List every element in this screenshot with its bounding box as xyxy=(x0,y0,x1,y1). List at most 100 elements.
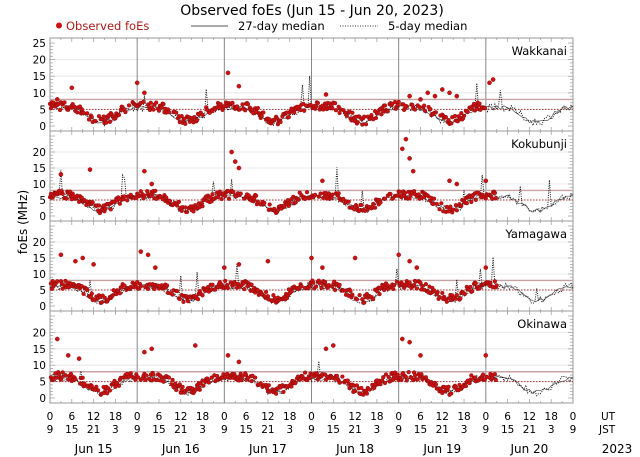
observed-point xyxy=(219,196,224,202)
y-tick-label: 15 xyxy=(33,163,46,175)
observed-point-peak xyxy=(432,93,438,99)
observed-point xyxy=(348,288,353,294)
observed-point xyxy=(302,108,307,113)
panel-wakkanai: 0 5 10 15 20 25 Wakkanai xyxy=(33,37,574,133)
observed-point xyxy=(60,286,65,291)
observed-point xyxy=(493,196,498,201)
observed-point xyxy=(75,110,80,115)
observed-point xyxy=(307,376,312,381)
x-tick-label-jst: 15 xyxy=(239,424,252,436)
observed-point xyxy=(404,378,409,383)
observed-point xyxy=(123,109,128,115)
observed-point xyxy=(422,103,427,108)
observed-point-peak xyxy=(399,336,405,342)
observed-point xyxy=(156,108,162,113)
y-tick-label: 5 xyxy=(39,195,46,207)
observed-point xyxy=(415,377,420,382)
observed-point-peak xyxy=(396,252,402,258)
observed-point-peak xyxy=(320,178,325,184)
observed-point xyxy=(383,372,389,377)
observed-point-peak xyxy=(192,343,198,348)
observed-point xyxy=(373,205,378,210)
x-tick-label-ut: 18 xyxy=(196,411,209,423)
observed-point-peak xyxy=(399,146,405,152)
observed-point xyxy=(372,385,377,390)
station-name: Yamagawa xyxy=(504,227,567,241)
observed-point xyxy=(458,296,463,301)
station-name: Wakkanai xyxy=(512,44,567,58)
observed-point xyxy=(201,383,206,388)
observed-point xyxy=(90,200,95,205)
observed-point xyxy=(314,371,319,376)
observed-point xyxy=(403,374,408,379)
observed-point xyxy=(125,198,130,203)
observed-point xyxy=(382,103,388,108)
observed-point xyxy=(377,292,382,297)
observed-point xyxy=(165,283,170,288)
observed-point-peak xyxy=(55,97,60,102)
observed-point-peak xyxy=(265,258,271,264)
observed-point xyxy=(166,110,171,115)
observed-point xyxy=(454,208,459,213)
observed-point xyxy=(379,112,384,117)
y-tick-label: 10 xyxy=(33,360,46,372)
observed-point xyxy=(154,100,159,105)
observed-point xyxy=(330,106,335,111)
observed-point xyxy=(81,291,86,296)
observed-point xyxy=(183,121,188,126)
observed-point xyxy=(371,297,376,302)
observed-point xyxy=(182,116,187,121)
x-tick-label-ut: 12 xyxy=(87,411,100,423)
observed-point xyxy=(170,292,175,297)
observed-point xyxy=(318,191,323,196)
observed-point xyxy=(104,120,109,125)
x-tick-label-jst: 15 xyxy=(501,424,514,436)
x-tick-label-ut: 0 xyxy=(482,411,489,423)
observed-point xyxy=(414,286,419,291)
observed-point xyxy=(234,104,240,109)
observed-point xyxy=(181,299,186,304)
observed-point xyxy=(289,289,294,294)
day-label: Jun 19 xyxy=(422,442,461,456)
observed-point-peak xyxy=(323,92,329,97)
observed-point xyxy=(350,110,355,115)
y-tick-label: 5 xyxy=(39,377,46,389)
observed-point xyxy=(357,293,362,298)
x-tick-label-jst: 21 xyxy=(174,424,187,436)
observed-point-peak xyxy=(58,172,64,177)
x-tick-label-jst: 3 xyxy=(112,424,119,436)
observed-point xyxy=(477,101,482,106)
observed-point xyxy=(281,389,286,395)
observed-point xyxy=(385,109,390,114)
x-tick-label-ut: 0 xyxy=(395,411,402,423)
x-tick-label-jst: 9 xyxy=(482,424,489,436)
observed-point xyxy=(437,207,442,212)
station-name: Okinawa xyxy=(517,317,567,331)
observed-point xyxy=(298,107,303,113)
observed-point xyxy=(336,191,341,196)
observed-point xyxy=(287,200,292,205)
observed-point xyxy=(422,108,428,113)
observed-point xyxy=(481,372,486,377)
observed-point xyxy=(271,293,276,298)
observed-point xyxy=(148,100,153,105)
observed-point-peak xyxy=(87,167,93,172)
observed-point xyxy=(463,384,468,389)
y-tick-label: 5 xyxy=(39,104,46,116)
observed-point xyxy=(107,388,112,393)
observed-point xyxy=(73,377,78,382)
y-tick-label: 20 xyxy=(33,237,46,249)
observed-point xyxy=(255,105,260,111)
observed-point xyxy=(461,113,467,118)
observed-point xyxy=(197,387,202,392)
observed-point xyxy=(133,377,138,382)
observed-point xyxy=(89,114,94,120)
observed-point xyxy=(391,286,396,292)
observed-point xyxy=(252,197,257,202)
observed-point xyxy=(56,372,62,377)
observed-point xyxy=(360,122,365,127)
observed-point xyxy=(313,104,319,109)
observed-point-peak xyxy=(142,90,147,96)
observed-point-peak xyxy=(236,359,242,365)
observed-point xyxy=(226,196,231,201)
